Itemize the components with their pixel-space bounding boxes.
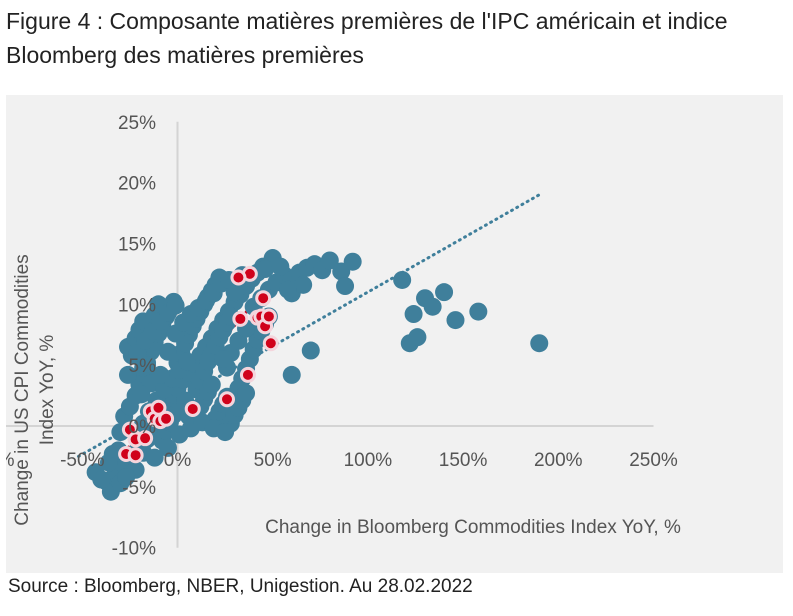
blue-data-point <box>435 283 454 302</box>
red-data-point <box>127 447 144 464</box>
x-tick-label: 200% <box>534 450 583 471</box>
blue-data-point <box>408 328 427 347</box>
y-tick-label: 25% <box>118 113 156 134</box>
data-points <box>86 249 549 501</box>
red-data-point <box>158 410 175 427</box>
x-tick-label: 50% <box>254 450 292 471</box>
blue-data-point <box>158 438 177 457</box>
blue-data-point <box>294 275 313 294</box>
blue-data-point <box>92 470 111 489</box>
tick-labels: -10%-5%0%5%10%15%20%25%-100%-50%0%50%100… <box>0 113 678 560</box>
blue-data-point <box>99 453 118 472</box>
blue-data-point <box>271 257 290 276</box>
blue-data-point <box>118 365 137 384</box>
blue-data-point <box>336 277 355 296</box>
red-data-point <box>232 310 249 327</box>
blue-data-point <box>214 350 233 369</box>
blue-data-point <box>278 280 297 299</box>
blue-data-point <box>237 384 256 403</box>
x-tick-label: 250% <box>629 450 678 471</box>
blue-data-point <box>202 375 221 394</box>
y-tick-label: 5% <box>129 356 157 377</box>
red-data-point <box>184 400 201 417</box>
blue-data-point <box>151 365 170 384</box>
x-tick-label: 150% <box>439 450 488 471</box>
blue-data-point <box>145 448 164 467</box>
blue-data-point <box>404 305 423 324</box>
figure-title: Figure 4 : Composante matières premières… <box>6 8 728 68</box>
blue-data-point <box>158 342 177 361</box>
blue-data-point <box>166 296 185 315</box>
blue-data-point <box>282 365 301 384</box>
y-tick-label: -5% <box>122 478 156 499</box>
x-axis-label: Change in Bloomberg Commodities Index Yo… <box>265 517 681 538</box>
y-axis-label: Change in US CPI Commodities Index YoY, % <box>12 254 58 525</box>
y-tick-label: 10% <box>118 295 156 316</box>
blue-data-point <box>343 252 362 271</box>
red-data-point <box>260 308 277 325</box>
scatter-chart: -10%-5%0%5%10%15%20%25%-100%-50%0%50%100… <box>0 113 681 560</box>
y-tick-label: -10% <box>112 539 156 560</box>
blue-data-point <box>256 260 275 279</box>
x-tick-label: 0% <box>164 450 192 471</box>
blue-data-point <box>469 302 488 321</box>
x-tick-label: -50% <box>60 450 104 471</box>
red-data-point <box>239 366 256 383</box>
red-data-point <box>219 391 236 408</box>
blue-data-point <box>178 352 197 371</box>
blue-data-point <box>320 251 339 270</box>
trendline-blue <box>76 193 541 458</box>
blue-data-point <box>117 468 136 487</box>
red-data-point <box>137 430 154 447</box>
y-tick-label: 15% <box>118 234 156 255</box>
blue-data-point <box>132 385 151 404</box>
blue-data-point <box>423 297 442 316</box>
blue-data-point <box>216 423 235 442</box>
red-data-point <box>255 290 272 307</box>
blue-data-point <box>301 341 320 360</box>
y-tick-label: 20% <box>118 174 156 195</box>
chart-panel: -10%-5%0%5%10%15%20%25%-100%-50%0%50%100… <box>0 95 783 573</box>
y-tick-label: 0% <box>129 417 157 438</box>
blue-data-point <box>446 311 465 330</box>
blue-data-point <box>393 270 412 289</box>
blue-data-point <box>134 358 153 377</box>
source-note: Source : Bloomberg, NBER, Unigestion. Au… <box>8 576 473 597</box>
x-tick-label: 100% <box>344 450 393 471</box>
red-data-point <box>262 335 279 352</box>
blue-data-point <box>530 334 549 353</box>
red-data-point <box>230 269 247 286</box>
